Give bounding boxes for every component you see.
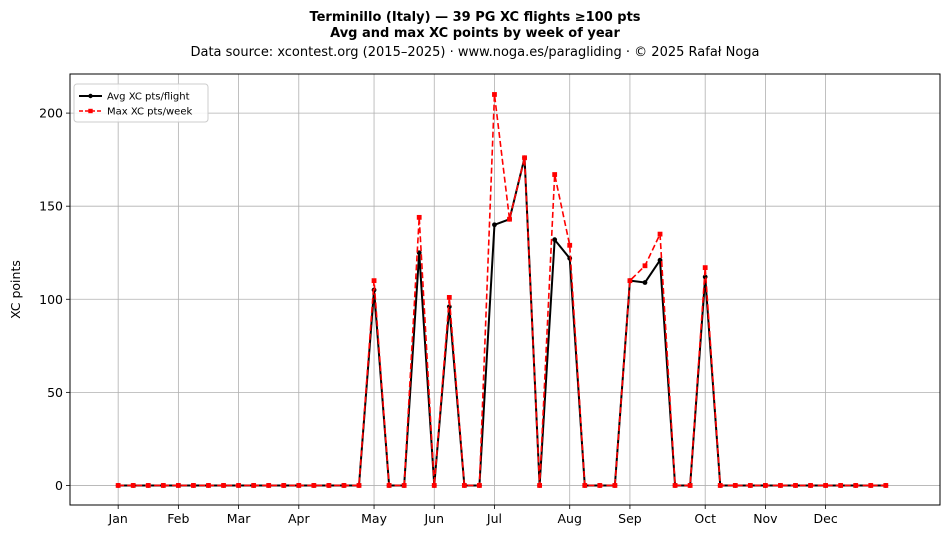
chart-title: Terminillo (Italy) — 39 PG XC flights ≥1… — [309, 10, 640, 25]
y-tick-label: 0 — [55, 478, 63, 493]
data-point — [883, 483, 889, 488]
series-max — [115, 92, 889, 488]
data-point — [461, 483, 467, 488]
y-axis-ticks: 0 50 100 150 200 — [39, 106, 70, 493]
data-point — [642, 280, 648, 285]
y-tick-label: 50 — [47, 385, 63, 400]
legend: Avg XC pts/flight Max XC pts/week — [73, 83, 209, 123]
data-series — [115, 92, 889, 488]
data-point — [552, 237, 558, 243]
data-point — [356, 483, 362, 488]
x-tick-label: Jul — [486, 511, 502, 526]
data-point — [130, 483, 136, 488]
x-tick-label: Feb — [167, 511, 189, 526]
data-point — [446, 295, 452, 300]
legend-entry: Max XC pts/week — [79, 107, 192, 118]
data-point — [221, 483, 226, 488]
data-point — [582, 483, 588, 488]
data-point — [492, 92, 497, 97]
x-tick-label: Mar — [227, 511, 251, 526]
data-point — [627, 278, 633, 284]
data-point — [702, 265, 708, 271]
data-point — [251, 483, 257, 488]
series-avg — [115, 155, 889, 488]
data-point — [642, 263, 648, 269]
data-point — [236, 483, 241, 488]
data-point — [522, 155, 527, 161]
data-point — [672, 483, 678, 488]
data-point — [341, 483, 347, 488]
data-point — [808, 483, 813, 488]
x-tick-label: May — [361, 511, 387, 526]
data-point — [160, 483, 166, 488]
y-tick-label: 200 — [39, 106, 63, 121]
data-point — [537, 483, 543, 488]
data-point — [296, 483, 302, 488]
data-point — [492, 222, 497, 228]
data-point — [371, 278, 377, 284]
legend-label: Max XC pts/week — [107, 107, 192, 118]
data-point — [597, 483, 603, 488]
x-tick-label: Jan — [108, 511, 128, 526]
x-tick-label: Nov — [753, 511, 778, 526]
data-point — [175, 483, 181, 488]
data-point — [717, 483, 723, 488]
data-point — [732, 483, 738, 488]
data-point — [793, 483, 798, 488]
y-tick-label: 150 — [39, 199, 63, 214]
chart-subtitle: Avg and max XC points by week of year — [330, 26, 620, 41]
x-tick-label: Sep — [618, 511, 642, 526]
x-tick-label: Dec — [814, 511, 838, 526]
data-point — [281, 483, 287, 488]
data-point — [612, 483, 618, 488]
data-point — [657, 231, 663, 237]
data-point — [191, 483, 196, 488]
data-point — [687, 483, 693, 488]
plot-area-frame — [69, 73, 941, 506]
data-point — [507, 216, 512, 222]
data-point — [266, 483, 272, 488]
legend-box — [73, 83, 209, 123]
data-point — [747, 483, 753, 488]
chart-source-line: Data source: xcontest.org (2015–2025) · … — [190, 45, 759, 60]
x-tick-label: Aug — [558, 511, 582, 526]
grid-lines — [70, 74, 940, 505]
y-axis-label: XC points — [8, 260, 23, 319]
data-point — [206, 483, 211, 488]
data-point — [326, 483, 332, 488]
x-tick-label: Jun — [423, 511, 444, 526]
data-point — [567, 242, 573, 248]
legend-label: Avg XC pts/flight — [107, 92, 190, 103]
data-point — [431, 483, 437, 488]
data-point — [552, 172, 558, 177]
series-line — [118, 93, 886, 487]
x-axis-ticks: Jan Feb Mar Apr May Jun Jul Aug Sep Oct Nov Dec — [108, 505, 838, 526]
data-point — [311, 483, 317, 488]
data-point — [401, 483, 407, 488]
data-point — [853, 483, 859, 488]
series-line — [118, 156, 886, 487]
data-point — [416, 214, 422, 220]
data-point — [115, 483, 121, 488]
data-point — [145, 483, 151, 488]
x-tick-label: Apr — [288, 511, 310, 526]
data-point — [386, 483, 392, 488]
data-point — [477, 483, 482, 488]
data-point — [838, 483, 844, 488]
legend-swatch-marker — [88, 108, 93, 114]
data-point — [778, 483, 783, 488]
y-tick-label: 100 — [39, 292, 63, 307]
x-tick-label: Oct — [694, 511, 716, 526]
legend-entry: Avg XC pts/flight — [79, 92, 190, 103]
data-point — [868, 483, 874, 488]
legend-swatch-marker — [88, 93, 93, 99]
data-point — [762, 483, 768, 488]
data-point — [823, 483, 829, 488]
